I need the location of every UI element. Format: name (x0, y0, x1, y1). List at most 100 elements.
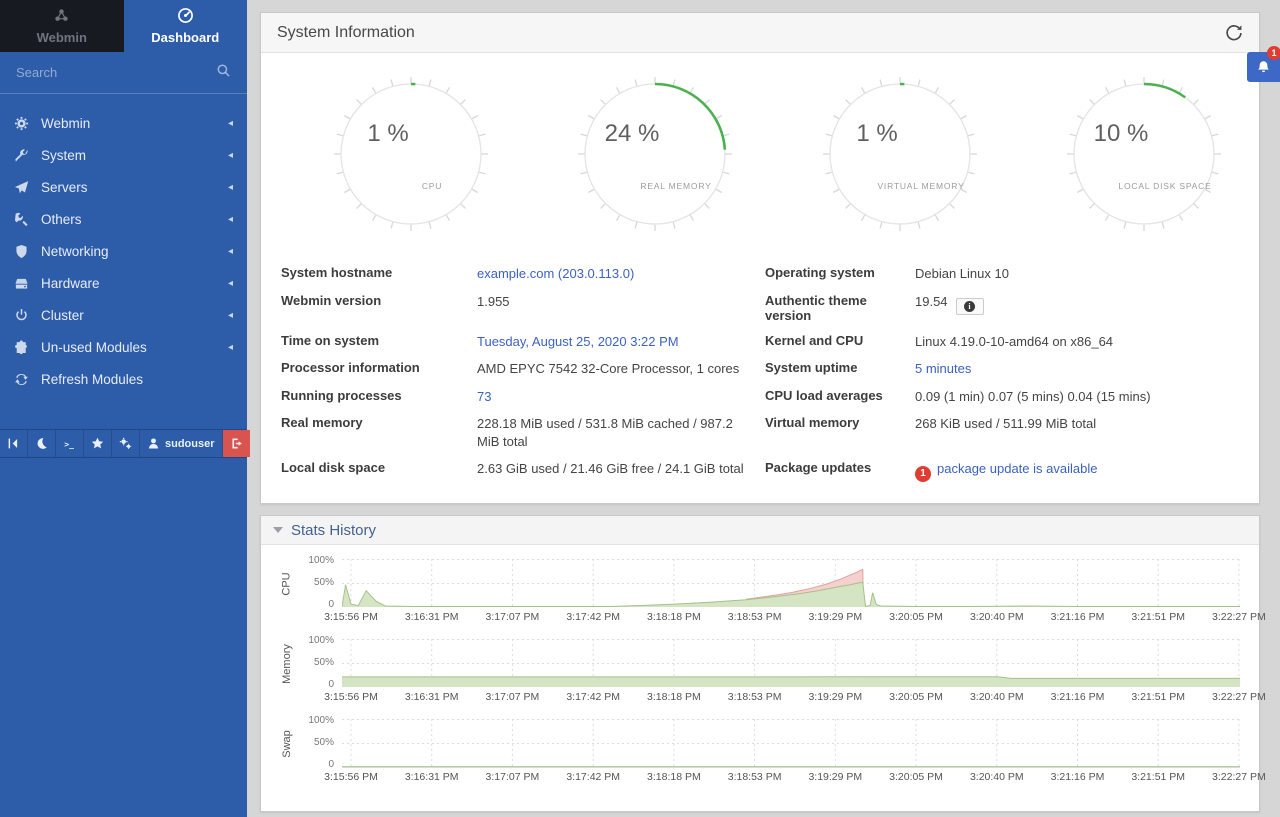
info-value: 5 minutes (915, 360, 1239, 378)
gauge-real-memory: 24 %REAL MEMORY (570, 69, 740, 244)
wrench-icon (14, 148, 29, 163)
tab-webmin[interactable]: Webmin (0, 0, 124, 52)
chart-yaxis: 100%50%0 (298, 719, 342, 768)
chevron-left-icon: ◂ (228, 342, 233, 353)
info-label: Processor information (281, 360, 477, 375)
gauge-cpu: 1 %CPU (326, 69, 496, 244)
info-link[interactable]: example.com (203.0.113.0) (477, 266, 634, 281)
chevron-left-icon: ◂ (228, 278, 233, 289)
x-tick-label: 3:20:05 PM (889, 611, 943, 623)
tab-dashboard-label: Dashboard (151, 30, 219, 45)
x-tick-label: 3:16:31 PM (405, 611, 459, 623)
theme-settings-button[interactable] (112, 430, 140, 457)
x-tick-label: 3:17:07 PM (486, 691, 540, 703)
chart-yaxis: 100%50%0 (298, 639, 342, 688)
info-cell-webmin-version: Webmin version1.955 (281, 288, 755, 328)
terminal-icon: >_ (63, 437, 76, 450)
notifications-button[interactable]: 1 (1247, 52, 1280, 82)
gauge-label: CPU (422, 181, 442, 191)
sidebar-item-webmin[interactable]: Webmin◂ (0, 107, 247, 139)
info-label: Kernel and CPU (765, 333, 915, 348)
collapse-sidebar-button[interactable] (0, 430, 28, 457)
x-tick-label: 3:17:07 PM (486, 611, 540, 623)
search-input[interactable] (16, 65, 216, 80)
sidebar-item-label: Networking (41, 244, 228, 259)
info-link[interactable]: package update is available (937, 461, 1097, 476)
refresh-icon (1225, 24, 1243, 42)
x-tick-label: 3:18:53 PM (728, 771, 782, 783)
y-tick-0: 0 (328, 599, 334, 610)
sidebar-item-others[interactable]: Others◂ (0, 203, 247, 235)
info-value: 0.09 (1 min) 0.07 (5 mins) 0.04 (15 mins… (915, 388, 1239, 406)
info-cell-processor-information: Processor informationAMD EPYC 7542 32-Co… (281, 355, 755, 383)
theme-info-button[interactable]: i (956, 298, 984, 315)
info-cell-local-disk-space: Local disk space2.63 GiB used / 21.46 Gi… (281, 455, 755, 487)
x-tick-label: 3:21:16 PM (1051, 771, 1105, 783)
main-content: System Information 1 %CPU24 %REAL MEMORY… (247, 0, 1280, 812)
chevron-left-icon: ◂ (228, 246, 233, 257)
sidebar-item-label: Refresh Modules (41, 372, 233, 387)
sidebar-item-label: Cluster (41, 308, 228, 323)
info-cell-virtual-memory: Virtual memory268 KiB used / 511.99 MiB … (765, 410, 1239, 455)
sidebar-item-label: Hardware (41, 276, 228, 291)
info-value: 19.54i (915, 293, 1239, 316)
info-row: Running processes73 CPU load averages0.09… (281, 383, 1239, 411)
info-value: Debian Linux 10 (915, 265, 1239, 283)
gauge-dial: 1 %VIRTUAL MEMORY (815, 69, 985, 239)
bell-icon (1256, 60, 1271, 75)
refresh-button[interactable] (1225, 24, 1243, 42)
favorites-button[interactable] (84, 430, 112, 457)
power-icon (14, 308, 29, 323)
info-label: Running processes (281, 388, 477, 403)
chart-xaxis: 3:15:56 PM3:16:31 PM3:17:07 PM3:17:42 PM… (342, 691, 1259, 706)
info-link[interactable]: 73 (477, 389, 491, 404)
chevron-left-icon: ◂ (228, 150, 233, 161)
sidebar-item-refresh-modules[interactable]: Refresh Modules (0, 363, 247, 395)
y-tick-100: 100% (308, 555, 334, 566)
collapse-icon (7, 437, 20, 450)
moon-icon (35, 437, 48, 450)
sidebar-toolbar: >_ sudouser (0, 429, 247, 458)
x-tick-label: 3:18:53 PM (728, 611, 782, 623)
stats-history-panel: Stats History CPU100%50%03:15:56 PM3:16:… (260, 515, 1260, 812)
puzzle-icon (14, 340, 29, 355)
sidebar-tabs: Webmin Dashboard (0, 0, 247, 52)
sidebar-item-label: Others (41, 212, 228, 227)
x-tick-label: 3:18:18 PM (647, 771, 701, 783)
logout-button[interactable] (223, 430, 250, 457)
username-label: sudouser (165, 438, 215, 450)
stats-history-header[interactable]: Stats History (261, 516, 1259, 545)
info-link[interactable]: Tuesday, August 25, 2020 3:22 PM (477, 334, 679, 349)
sidebar-item-system[interactable]: System◂ (0, 139, 247, 171)
terminal-button[interactable]: >_ (56, 430, 84, 457)
gauges-row: 1 %CPU 24 %REAL MEMORY 1 %VIRTUAL MEMORY 10… (261, 53, 1259, 250)
gauge-dial: 10 %LOCAL DISK SPACE (1059, 69, 1229, 239)
sidebar-item-un-used-modules[interactable]: Un-used Modules◂ (0, 331, 247, 363)
night-mode-button[interactable] (28, 430, 56, 457)
info-value: 1.955 (477, 293, 755, 311)
info-value: 228.18 MiB used / 531.8 MiB cached / 987… (477, 415, 755, 450)
info-value: Linux 4.19.0-10-amd64 on x86_64 (915, 333, 1239, 351)
sidebar-item-networking[interactable]: Networking◂ (0, 235, 247, 267)
info-label: System hostname (281, 265, 477, 280)
tab-dashboard[interactable]: Dashboard (124, 0, 248, 52)
sidebar-item-label: Servers (41, 180, 228, 195)
user-button[interactable]: sudouser (140, 430, 223, 457)
y-tick-50: 50% (314, 737, 334, 748)
sidebar-item-servers[interactable]: Servers◂ (0, 171, 247, 203)
chart-ylabel: CPU (276, 559, 298, 608)
chart-swap: Swap100%50%03:15:56 PM3:16:31 PM3:17:07 … (276, 719, 1259, 786)
sidebar: Webmin Dashboard Webmin◂System◂Servers◂O… (0, 0, 247, 817)
gauge-label: LOCAL DISK SPACE (1118, 181, 1211, 191)
info-value: example.com (203.0.113.0) (477, 265, 755, 283)
info-value: 2.63 GiB used / 21.46 GiB free / 24.1 Gi… (477, 460, 755, 478)
sidebar-item-label: System (41, 148, 228, 163)
svg-text:>_: >_ (64, 439, 74, 449)
x-tick-label: 3:22:27 PM (1212, 691, 1266, 703)
info-cell-cpu-load-averages: CPU load averages0.09 (1 min) 0.07 (5 mi… (765, 383, 1239, 411)
sidebar-item-cluster[interactable]: Cluster◂ (0, 299, 247, 331)
info-link[interactable]: 5 minutes (915, 361, 971, 376)
info-cell-real-memory: Real memory228.18 MiB used / 531.8 MiB c… (281, 410, 755, 455)
shield-icon (14, 244, 29, 259)
sidebar-item-hardware[interactable]: Hardware◂ (0, 267, 247, 299)
